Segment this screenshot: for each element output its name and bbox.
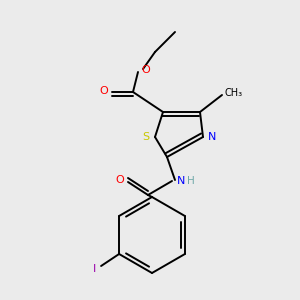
Text: CH₃: CH₃ — [225, 88, 243, 98]
Text: O: O — [116, 175, 124, 185]
Text: N: N — [208, 132, 216, 142]
Text: O: O — [142, 65, 150, 75]
Text: N: N — [177, 176, 185, 186]
Text: H: H — [187, 176, 195, 186]
Text: I: I — [92, 264, 96, 274]
Text: S: S — [142, 132, 150, 142]
Text: O: O — [100, 86, 108, 96]
